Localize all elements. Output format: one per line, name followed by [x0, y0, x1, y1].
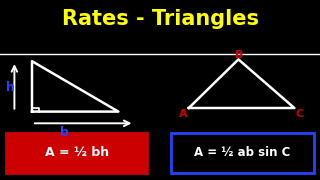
Bar	[171, 133, 314, 173]
Text: A = ½ bh: A = ½ bh	[45, 147, 109, 159]
Text: Rates - Triangles: Rates - Triangles	[61, 9, 259, 29]
Text: A = ½ ab sin C: A = ½ ab sin C	[194, 147, 291, 159]
Text: b: b	[60, 126, 68, 139]
Text: B: B	[235, 50, 244, 60]
Text: C: C	[295, 109, 304, 119]
Text: h: h	[6, 81, 15, 94]
Bar	[6, 133, 147, 173]
Text: A: A	[179, 109, 187, 119]
